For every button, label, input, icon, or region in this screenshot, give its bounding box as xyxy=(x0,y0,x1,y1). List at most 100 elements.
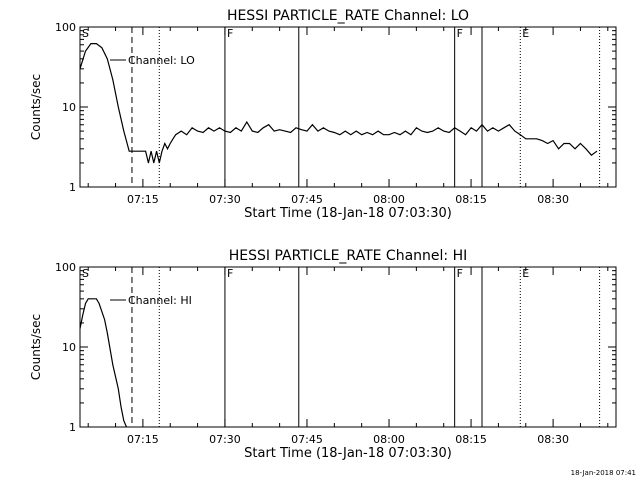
x-axis-label: Start Time (18-Jan-18 07:03:30) xyxy=(244,206,452,221)
legend-label: Channel: HI xyxy=(128,294,192,307)
data-point xyxy=(180,130,182,132)
data-point xyxy=(415,127,417,129)
data-point xyxy=(85,50,86,52)
data-point xyxy=(251,130,253,132)
data-point xyxy=(394,132,395,133)
data-point xyxy=(492,127,494,129)
y-axis-label: Counts/sec xyxy=(29,314,43,380)
data-point xyxy=(82,314,84,316)
data-point xyxy=(361,134,363,136)
y-tick-label: 1 xyxy=(69,421,76,434)
data-point xyxy=(355,130,357,132)
chart-title: HESSI PARTICLE_RATE Channel: LO xyxy=(227,8,469,24)
data-point xyxy=(295,127,297,129)
data-point xyxy=(350,134,352,136)
data-point xyxy=(106,332,108,334)
event-label: F xyxy=(457,27,463,40)
data-point xyxy=(476,130,477,132)
data-point xyxy=(279,129,281,131)
data-point xyxy=(312,124,313,126)
data-point xyxy=(448,132,450,133)
data-point xyxy=(454,127,456,129)
data-point xyxy=(421,130,423,132)
data-point xyxy=(156,150,157,152)
data-point xyxy=(126,426,127,427)
data-point xyxy=(322,127,324,129)
data-point xyxy=(530,138,532,140)
data-point xyxy=(410,134,412,136)
data-point xyxy=(569,143,570,144)
chart-panel-1: HESSI PARTICLE_RATE Channel: HI 1 10 100 07:… xyxy=(29,248,617,461)
data-point xyxy=(175,134,177,136)
data-point xyxy=(273,130,275,132)
x-tick-label: 08:15 xyxy=(455,193,487,206)
event-label: S xyxy=(82,267,89,280)
data-point xyxy=(306,130,308,132)
data-point xyxy=(90,43,92,45)
data-point xyxy=(167,148,168,150)
data-point xyxy=(536,138,538,140)
data-point xyxy=(563,143,565,144)
data-point xyxy=(202,132,204,133)
data-point xyxy=(328,130,330,132)
event-label: F xyxy=(227,27,233,40)
data-point xyxy=(246,121,248,123)
x-tick-label: 07:30 xyxy=(209,433,241,446)
data-point xyxy=(80,68,81,70)
data-point xyxy=(123,130,125,132)
data-point xyxy=(519,134,521,136)
data-point xyxy=(197,130,198,132)
data-point xyxy=(317,130,319,132)
data-point xyxy=(257,132,259,133)
data-point xyxy=(366,132,368,133)
data-point xyxy=(580,143,581,144)
data-point xyxy=(112,79,114,81)
data-point xyxy=(96,43,97,45)
y-tick-label: 1 xyxy=(69,181,76,194)
data-point xyxy=(112,364,114,366)
data-point xyxy=(508,124,510,126)
data-point xyxy=(487,130,488,132)
data-point xyxy=(290,132,291,133)
data-point xyxy=(158,162,160,164)
data-point xyxy=(525,138,527,140)
data-point xyxy=(498,130,499,132)
event-label: F xyxy=(227,267,233,280)
x-tick-label: 08:15 xyxy=(455,433,487,446)
data-point xyxy=(85,303,86,304)
data-point xyxy=(80,328,81,329)
data-point xyxy=(161,150,163,152)
data-point xyxy=(541,140,543,142)
data-point xyxy=(481,124,483,126)
data-point xyxy=(590,154,592,156)
data-point xyxy=(134,150,136,152)
data-point xyxy=(514,130,516,132)
data-point xyxy=(426,132,428,133)
series-line xyxy=(80,298,128,427)
data-point xyxy=(284,130,286,132)
data-point xyxy=(301,129,302,131)
data-point xyxy=(191,127,193,129)
data-point xyxy=(339,134,341,136)
data-point xyxy=(333,132,335,133)
event-label: E xyxy=(522,267,529,280)
x-tick-label: 08:30 xyxy=(537,433,569,446)
data-point xyxy=(230,132,231,133)
data-point xyxy=(268,124,270,126)
data-point xyxy=(405,130,406,132)
data-point xyxy=(169,143,171,144)
y-tick-label: 100 xyxy=(55,21,76,34)
data-point xyxy=(186,134,188,136)
data-point xyxy=(213,130,215,132)
data-point xyxy=(432,130,434,132)
data-point xyxy=(470,127,472,129)
event-label: S xyxy=(82,27,89,40)
data-point xyxy=(147,162,149,164)
data-point xyxy=(90,298,92,300)
data-point xyxy=(459,130,461,132)
data-point xyxy=(596,150,598,152)
y-tick-label: 100 xyxy=(55,261,76,274)
x-tick-label: 08:00 xyxy=(373,433,405,446)
data-point xyxy=(399,134,401,136)
